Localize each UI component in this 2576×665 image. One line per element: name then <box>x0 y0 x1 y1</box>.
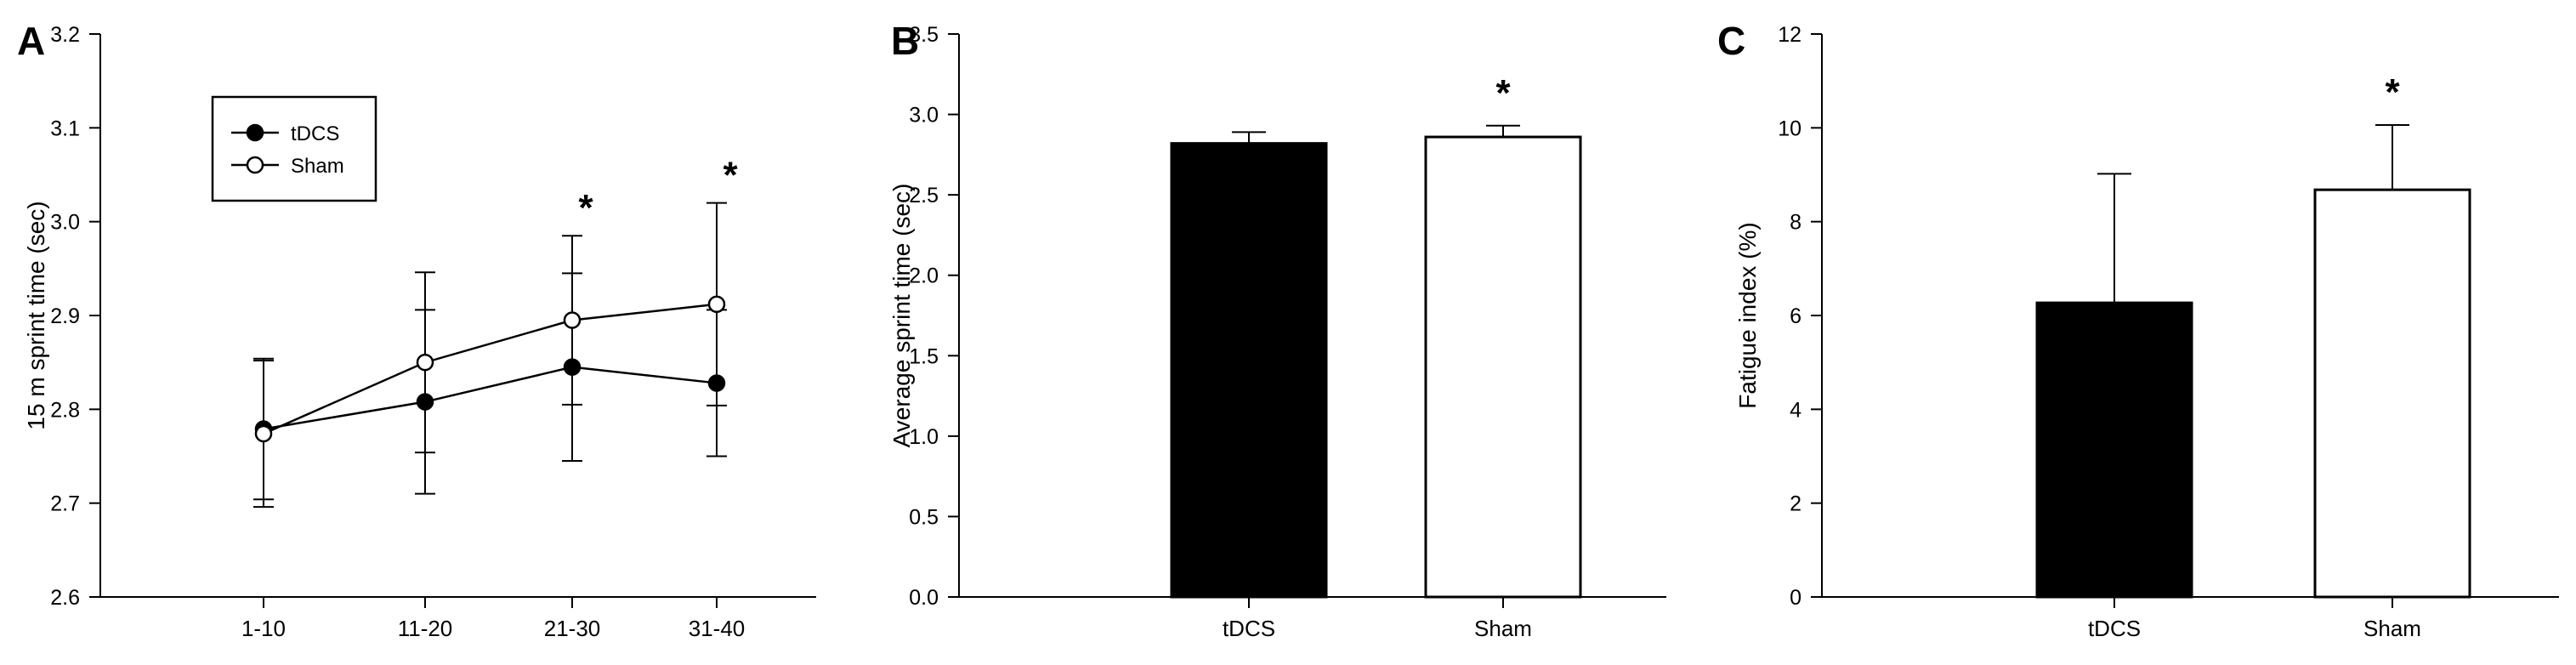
significance-asterisk: * <box>578 187 593 229</box>
y-tick-label: 3.0 <box>909 104 939 128</box>
y-tick-label: 4 <box>1790 398 1801 422</box>
data-point-sham <box>254 424 273 443</box>
series-line-tdcs <box>263 366 718 430</box>
x-tick-label: 31-40 <box>689 616 746 641</box>
y-tick-label: 1.5 <box>909 344 939 368</box>
significance-asterisk: * <box>2385 71 2400 113</box>
data-point-tdcs <box>563 358 582 376</box>
panel-letter: A <box>17 19 45 63</box>
y-axis-label: Average sprint time (sec) <box>888 184 915 448</box>
y-tick-label: 2.9 <box>50 304 80 328</box>
y-tick-label: 0.5 <box>909 505 939 529</box>
x-tick-label: 1-10 <box>241 616 286 641</box>
panel-letter: B <box>891 19 919 63</box>
y-tick-label: 3.1 <box>50 117 80 140</box>
y-tick-label: 3.0 <box>50 211 80 235</box>
y-tick-label: 3.2 <box>50 23 80 47</box>
bar-sham <box>1424 135 1582 599</box>
y-tick-label: 2 <box>1790 492 1801 516</box>
data-point-sham <box>563 311 582 329</box>
y-tick-label: 2.5 <box>909 184 939 207</box>
x-tick-label: tDCS <box>2088 616 2141 641</box>
significance-asterisk: * <box>1495 72 1511 114</box>
x-tick-label: 11-20 <box>398 616 453 641</box>
y-tick-label: 3.5 <box>909 23 939 47</box>
y-tick-label: 0.0 <box>909 586 939 610</box>
y-tick-label: 2.6 <box>50 586 80 610</box>
y-tick-label: 10 <box>1778 117 1801 140</box>
data-point-tdcs <box>416 393 434 411</box>
x-tick-label: tDCS <box>1223 616 1275 641</box>
y-tick-label: 2.8 <box>50 398 80 422</box>
x-tick-label: Sham <box>1474 616 1532 641</box>
bar-tdcs <box>1170 142 1328 599</box>
data-point-sham <box>707 295 726 314</box>
y-tick-label: 8 <box>1790 211 1801 235</box>
legend-label: tDCS <box>291 122 339 145</box>
data-point-tdcs <box>707 374 726 392</box>
y-axis-label: Fatigue index (%) <box>1734 222 1761 408</box>
x-tick-label: Sham <box>2363 616 2421 641</box>
data-point-sham <box>416 353 434 372</box>
legend-marker <box>246 156 264 174</box>
y-tick-label: 12 <box>1778 23 1801 47</box>
bar-sham <box>2313 188 2471 599</box>
y-tick-label: 2.0 <box>909 264 939 288</box>
y-tick-label: 6 <box>1790 304 1801 328</box>
significance-asterisk: * <box>723 155 738 196</box>
legend-label: Sham <box>291 155 344 178</box>
legend-box <box>211 95 377 202</box>
series-line-sham <box>263 303 718 435</box>
legend-marker <box>246 123 264 142</box>
y-axis-label: 15 m sprint time (sec) <box>23 201 49 429</box>
y-tick-label: 2.7 <box>50 492 80 516</box>
panel-letter: C <box>1717 19 1745 63</box>
y-tick-label: 0 <box>1790 586 1801 610</box>
y-tick-label: 1.0 <box>909 425 939 449</box>
x-tick-label: 21-30 <box>544 616 601 641</box>
bar-tdcs <box>2035 301 2193 599</box>
